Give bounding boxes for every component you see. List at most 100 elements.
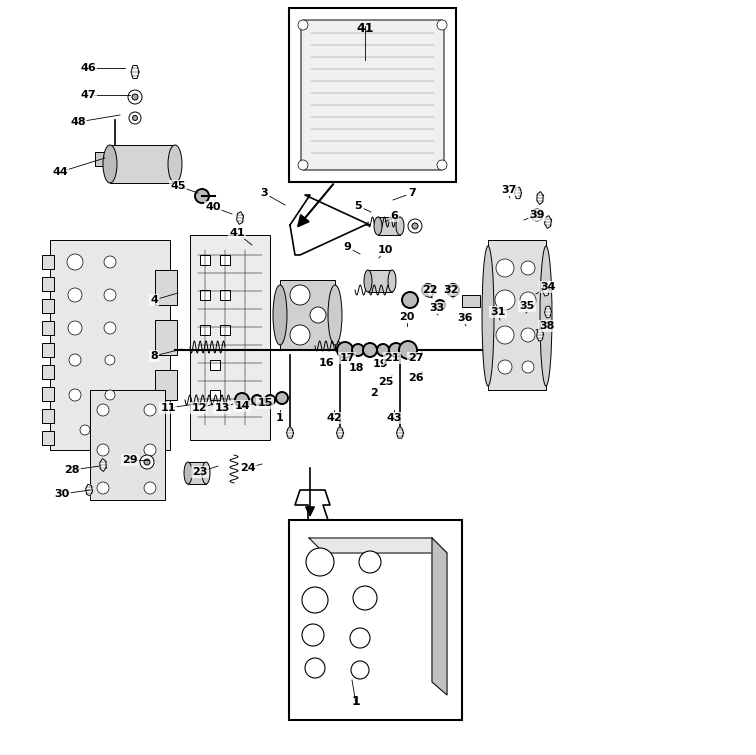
Ellipse shape [413, 540, 427, 556]
Polygon shape [537, 192, 544, 205]
Text: 45: 45 [170, 181, 186, 191]
Polygon shape [515, 187, 522, 199]
Polygon shape [309, 538, 447, 553]
Ellipse shape [103, 145, 117, 183]
Circle shape [498, 360, 512, 374]
Circle shape [68, 288, 82, 302]
Circle shape [353, 586, 377, 610]
Ellipse shape [396, 217, 404, 235]
Circle shape [534, 212, 540, 217]
Text: 41: 41 [229, 228, 245, 238]
Bar [42, 365, 54, 379]
Text: 13: 13 [214, 403, 230, 413]
Bar [309, 538, 432, 698]
Text: 44: 44 [52, 167, 68, 177]
FancyBboxPatch shape [301, 20, 444, 170]
Ellipse shape [540, 246, 552, 386]
Circle shape [144, 404, 156, 416]
Text: 25: 25 [378, 377, 394, 387]
Circle shape [105, 355, 115, 365]
Text: 28: 28 [64, 465, 79, 475]
Polygon shape [449, 285, 455, 295]
Ellipse shape [388, 270, 396, 292]
Circle shape [298, 160, 308, 170]
Circle shape [359, 551, 381, 573]
Bar [50, 240, 170, 450]
Bar [220, 290, 230, 300]
Bar [110, 145, 175, 183]
Circle shape [531, 209, 543, 221]
Circle shape [402, 292, 418, 308]
Circle shape [302, 624, 324, 646]
Text: 27: 27 [408, 353, 424, 363]
Text: 10: 10 [377, 245, 392, 255]
Circle shape [104, 322, 116, 334]
Text: 34: 34 [541, 282, 556, 292]
Ellipse shape [413, 580, 427, 596]
Bar [200, 325, 210, 335]
Circle shape [435, 300, 445, 310]
Circle shape [495, 290, 515, 310]
Circle shape [69, 354, 81, 366]
Circle shape [412, 223, 418, 229]
Bar [42, 321, 54, 335]
Bar [368, 270, 392, 292]
Text: 23: 23 [192, 467, 208, 477]
Text: 24: 24 [240, 463, 256, 473]
Text: 15: 15 [257, 398, 273, 408]
Bar [297, 543, 313, 567]
Text: 32: 32 [443, 285, 459, 295]
Text: 3: 3 [260, 188, 268, 198]
Bar [90, 390, 165, 500]
Circle shape [128, 90, 142, 104]
Circle shape [310, 307, 326, 323]
Bar [340, 42, 360, 67]
Circle shape [496, 259, 514, 277]
Text: 41: 41 [356, 22, 373, 35]
Circle shape [132, 94, 138, 100]
Text: 14: 14 [234, 401, 249, 411]
Circle shape [290, 325, 310, 345]
Polygon shape [336, 428, 343, 438]
Bar [412, 548, 428, 572]
Circle shape [363, 343, 377, 357]
Ellipse shape [364, 270, 372, 292]
Circle shape [97, 444, 109, 456]
Polygon shape [544, 306, 551, 318]
Circle shape [351, 661, 369, 679]
Circle shape [69, 389, 81, 401]
Bar [210, 360, 220, 370]
Bar [42, 255, 54, 269]
Bar [334, 139, 356, 151]
Ellipse shape [374, 217, 382, 235]
Circle shape [306, 548, 334, 576]
Bar [42, 343, 54, 357]
Bar [289, 520, 462, 720]
Circle shape [422, 284, 434, 296]
Bar [190, 235, 270, 440]
Polygon shape [290, 195, 370, 255]
Polygon shape [237, 211, 243, 224]
Bar [42, 299, 54, 313]
Circle shape [408, 219, 422, 233]
Circle shape [104, 256, 116, 268]
Circle shape [132, 116, 138, 121]
Text: 40: 40 [205, 202, 221, 212]
Text: 37: 37 [501, 185, 516, 195]
Bar [200, 255, 210, 265]
Text: 38: 38 [539, 321, 555, 331]
Bar [42, 409, 54, 423]
Circle shape [129, 112, 141, 124]
Polygon shape [537, 329, 544, 341]
Bar [378, 217, 400, 235]
Ellipse shape [298, 580, 312, 596]
Polygon shape [396, 428, 404, 438]
Bar [289, 8, 456, 182]
Circle shape [97, 482, 109, 494]
Text: 31: 31 [491, 307, 506, 317]
Bar [462, 295, 480, 307]
Text: 2: 2 [370, 388, 378, 398]
Bar [42, 431, 54, 445]
Polygon shape [432, 538, 447, 695]
Circle shape [144, 444, 156, 456]
